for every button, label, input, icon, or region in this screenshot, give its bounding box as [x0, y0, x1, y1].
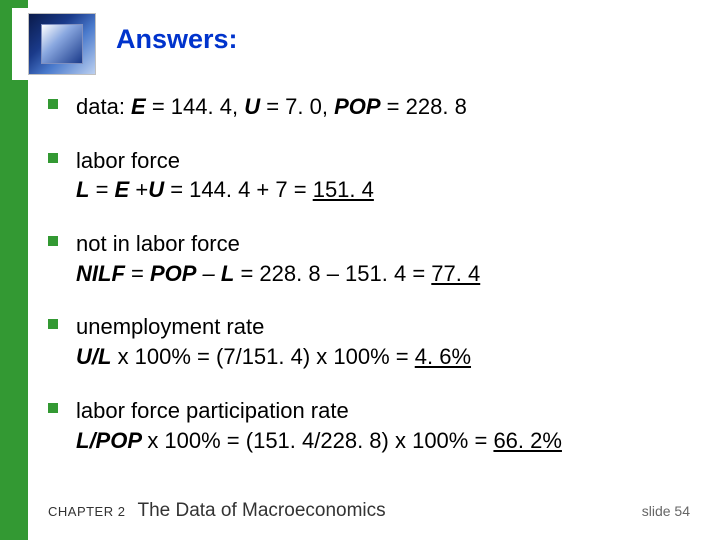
text: – — [196, 261, 220, 286]
text: = — [89, 177, 114, 202]
text: labor force participation rate — [76, 398, 349, 423]
text: = 7. 0, — [260, 94, 334, 119]
result: 77. 4 — [431, 261, 480, 286]
slide-title: Answers: — [116, 24, 238, 55]
text: = 228. 8 — [381, 94, 467, 119]
var-l: L — [221, 261, 234, 286]
text: not in labor force — [76, 231, 240, 256]
text: unemployment rate — [76, 314, 264, 339]
var-e: E — [115, 177, 130, 202]
footer-left: CHAPTER 2 The Data of Macroeconomics — [48, 500, 386, 522]
text: data: — [76, 94, 131, 119]
logo-container — [12, 8, 112, 80]
result: 151. 4 — [313, 177, 374, 202]
var-ul: U/L — [76, 344, 111, 369]
text: x 100% = (151. 4/228. 8) x 100% = — [147, 428, 493, 453]
bullet-square-icon — [48, 153, 58, 163]
bullet-text: not in labor force NILF = POP – L = 228.… — [76, 229, 480, 288]
bullet-square-icon — [48, 319, 58, 329]
bullet-item-data: data: E = 144. 4, U = 7. 0, POP = 228. 8 — [48, 92, 690, 122]
text: = 144. 4 + 7 = — [164, 177, 313, 202]
bullet-text: unemployment rate U/L x 100% = (7/151. 4… — [76, 312, 471, 371]
logo-icon — [28, 13, 96, 75]
bullet-item-lfpr: labor force participation rate L/POP x 1… — [48, 396, 690, 455]
text: labor force — [76, 148, 180, 173]
chapter-subtitle: The Data of Macroeconomics — [137, 500, 385, 522]
bullet-text: data: E = 144. 4, U = 7. 0, POP = 228. 8 — [76, 92, 467, 122]
slide-footer: CHAPTER 2 The Data of Macroeconomics sli… — [48, 500, 690, 522]
slide-number: slide 54 — [642, 503, 690, 519]
bullet-square-icon — [48, 236, 58, 246]
text: x 100% = (7/151. 4) x 100% = — [111, 344, 414, 369]
var-u: U — [148, 177, 164, 202]
var-u: U — [244, 94, 260, 119]
var-e: E — [131, 94, 146, 119]
var-l: L — [76, 177, 89, 202]
bullet-list: data: E = 144. 4, U = 7. 0, POP = 228. 8… — [48, 92, 690, 479]
bullet-item-unemp-rate: unemployment rate U/L x 100% = (7/151. 4… — [48, 312, 690, 371]
bullet-square-icon — [48, 99, 58, 109]
bullet-square-icon — [48, 403, 58, 413]
text: = 228. 8 – 151. 4 = — [234, 261, 431, 286]
chapter-label: CHAPTER 2 — [48, 504, 125, 519]
left-sidebar — [0, 0, 28, 540]
bullet-text: labor force participation rate L/POP x 1… — [76, 396, 562, 455]
bullet-item-labor-force: labor force L = E +U = 144. 4 + 7 = 151.… — [48, 146, 690, 205]
result: 4. 6% — [415, 344, 471, 369]
var-pop: POP — [150, 261, 196, 286]
var-lpop: L/POP — [76, 428, 147, 453]
result: 66. 2% — [493, 428, 562, 453]
text: = — [125, 261, 150, 286]
var-nilf: NILF — [76, 261, 125, 286]
text: + — [129, 177, 148, 202]
bullet-item-nilf: not in labor force NILF = POP – L = 228.… — [48, 229, 690, 288]
bullet-text: labor force L = E +U = 144. 4 + 7 = 151.… — [76, 146, 374, 205]
var-pop: POP — [334, 94, 380, 119]
text: = 144. 4, — [146, 94, 244, 119]
